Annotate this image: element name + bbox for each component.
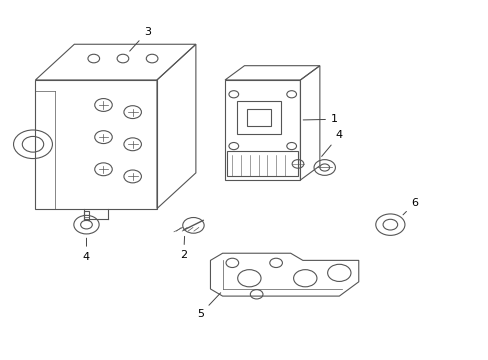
- Bar: [227, 152, 297, 176]
- Text: 4: 4: [83, 238, 90, 262]
- Text: 6: 6: [402, 198, 417, 215]
- Text: 4: 4: [321, 130, 342, 157]
- Text: 2: 2: [180, 237, 187, 260]
- Bar: [246, 109, 271, 126]
- Bar: [237, 102, 281, 134]
- Text: 5: 5: [197, 293, 220, 319]
- Bar: [83, 211, 89, 220]
- Text: 1: 1: [303, 114, 337, 124]
- Text: 3: 3: [129, 27, 150, 51]
- Bar: [224, 80, 300, 180]
